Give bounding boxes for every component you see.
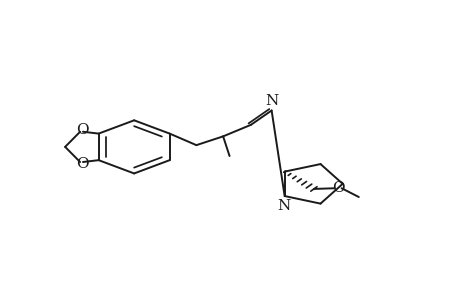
Text: N: N: [277, 199, 290, 213]
Text: O: O: [76, 123, 89, 137]
Text: O: O: [76, 157, 89, 171]
Text: N: N: [264, 94, 278, 108]
Text: O: O: [331, 181, 344, 195]
